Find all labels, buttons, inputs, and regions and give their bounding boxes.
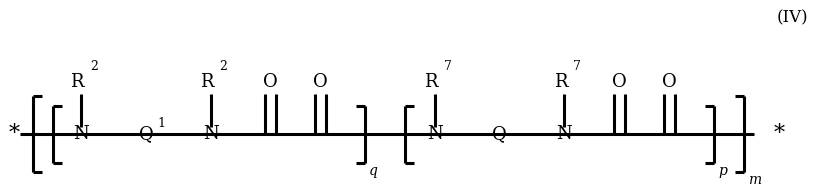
Text: Q: Q <box>493 125 507 143</box>
Text: Q: Q <box>139 125 153 143</box>
Text: N: N <box>73 125 89 143</box>
Text: O: O <box>662 73 676 91</box>
Text: 1: 1 <box>158 117 166 130</box>
Text: N: N <box>427 125 443 143</box>
Text: N: N <box>557 125 573 143</box>
Text: m: m <box>748 173 761 187</box>
Text: O: O <box>263 73 278 91</box>
Text: O: O <box>612 73 627 91</box>
Text: R: R <box>554 73 568 91</box>
Text: *: * <box>9 123 20 145</box>
Text: 2: 2 <box>90 59 98 73</box>
Text: 7: 7 <box>573 59 582 73</box>
Text: N: N <box>203 125 219 143</box>
Text: R: R <box>424 73 438 91</box>
Text: *: * <box>773 123 785 145</box>
Text: q: q <box>369 164 378 177</box>
Text: 7: 7 <box>444 59 452 73</box>
Text: p: p <box>718 164 727 177</box>
Text: (IV): (IV) <box>777 9 808 26</box>
Text: R: R <box>70 73 84 91</box>
Text: O: O <box>313 73 328 91</box>
Text: R: R <box>200 73 214 91</box>
Text: 2: 2 <box>219 59 228 73</box>
